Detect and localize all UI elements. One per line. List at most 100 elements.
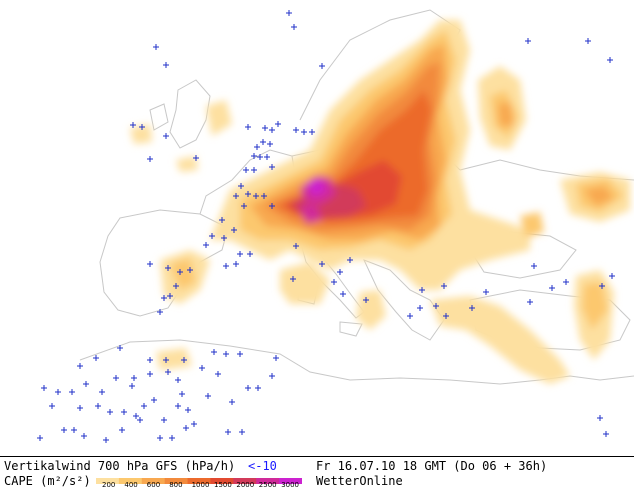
plus-marker [95, 403, 101, 409]
plus-marker [81, 433, 87, 439]
plus-marker [133, 413, 139, 419]
plus-marker [301, 129, 307, 135]
vertical-wind-markers [37, 10, 615, 443]
plus-marker [175, 377, 181, 383]
plus-marker [129, 383, 135, 389]
plus-marker [603, 431, 609, 437]
plus-marker [175, 403, 181, 409]
plus-marker [130, 122, 136, 128]
plus-marker [255, 385, 261, 391]
legend-swatch [118, 478, 143, 484]
legend-tick: 400 [124, 481, 138, 489]
plus-marker [233, 261, 239, 267]
plus-marker [585, 38, 591, 44]
legend-tick: 3000 [281, 481, 300, 489]
plus-marker [163, 133, 169, 139]
threshold-label: <-10 [248, 459, 277, 473]
plus-marker [69, 389, 75, 395]
plus-marker [609, 273, 615, 279]
plus-marker [93, 355, 99, 361]
plus-marker [223, 263, 229, 269]
plus-marker [290, 276, 296, 282]
legend-tick: 1500 [214, 481, 232, 489]
plus-marker [237, 251, 243, 257]
plus-marker [181, 357, 187, 363]
plus-marker [99, 389, 105, 395]
plus-marker [137, 417, 143, 423]
plus-marker [225, 429, 231, 435]
plus-marker [41, 385, 47, 391]
plus-marker [77, 405, 83, 411]
plus-marker [153, 44, 159, 50]
plus-marker [347, 257, 353, 263]
legend-swatch [187, 478, 211, 484]
plus-marker [239, 429, 245, 435]
plus-marker [191, 421, 197, 427]
plus-marker [433, 303, 439, 309]
plus-marker [147, 261, 153, 267]
legend-tick: 2000 [236, 481, 255, 489]
plus-marker [254, 144, 260, 150]
plus-marker [331, 279, 337, 285]
legend-swatch [279, 478, 302, 484]
plus-marker [139, 124, 145, 130]
plus-marker [55, 389, 61, 395]
plus-marker [113, 375, 119, 381]
brand-label: WetterOnline [316, 474, 403, 488]
plus-marker [193, 155, 199, 161]
plus-marker [157, 309, 163, 315]
plus-marker [247, 251, 253, 257]
plus-marker [417, 305, 423, 311]
legend-tick: 1000 [191, 481, 210, 489]
plus-marker [161, 417, 167, 423]
plus-marker [117, 345, 123, 351]
plus-marker [119, 427, 125, 433]
plus-marker [527, 299, 533, 305]
plus-marker [257, 154, 263, 160]
plus-marker [183, 425, 189, 431]
plus-marker [203, 242, 209, 248]
plus-marker [549, 285, 555, 291]
plus-marker [243, 167, 249, 173]
plus-marker [219, 217, 225, 223]
plus-marker [121, 409, 127, 415]
plus-marker [151, 397, 157, 403]
plus-marker [169, 435, 175, 441]
plus-marker [165, 369, 171, 375]
plus-marker [269, 164, 275, 170]
plus-marker [147, 357, 153, 363]
plus-marker [531, 263, 537, 269]
plus-marker [245, 191, 251, 197]
plus-marker [83, 381, 89, 387]
plus-marker [269, 127, 275, 133]
legend-swatch [233, 478, 257, 484]
plus-marker [61, 427, 67, 433]
plus-marker [199, 365, 205, 371]
plus-marker [419, 287, 425, 293]
plus-marker [241, 203, 247, 209]
legend-tick: 200 [102, 481, 116, 489]
plus-marker [260, 139, 266, 145]
plus-marker [215, 371, 221, 377]
plus-marker [141, 403, 147, 409]
plus-marker [407, 313, 413, 319]
legend-swatch [164, 478, 189, 484]
plus-marker [49, 403, 55, 409]
plus-marker [563, 279, 569, 285]
plus-marker [269, 203, 275, 209]
plus-marker [167, 293, 173, 299]
plus-marker [251, 167, 257, 173]
plus-marker [607, 57, 613, 63]
plus-marker [107, 409, 113, 415]
plus-marker [261, 193, 267, 199]
plus-marker [525, 38, 531, 44]
plus-marker [161, 295, 167, 301]
plus-marker [77, 363, 83, 369]
legend-swatch [96, 478, 120, 484]
plus-marker [165, 265, 171, 271]
plus-marker [319, 63, 325, 69]
plus-marker [363, 297, 369, 303]
plus-marker [337, 269, 343, 275]
plus-marker [599, 283, 605, 289]
map-title: Vertikalwind 700 hPa GFS (hPa/h) [4, 459, 236, 473]
